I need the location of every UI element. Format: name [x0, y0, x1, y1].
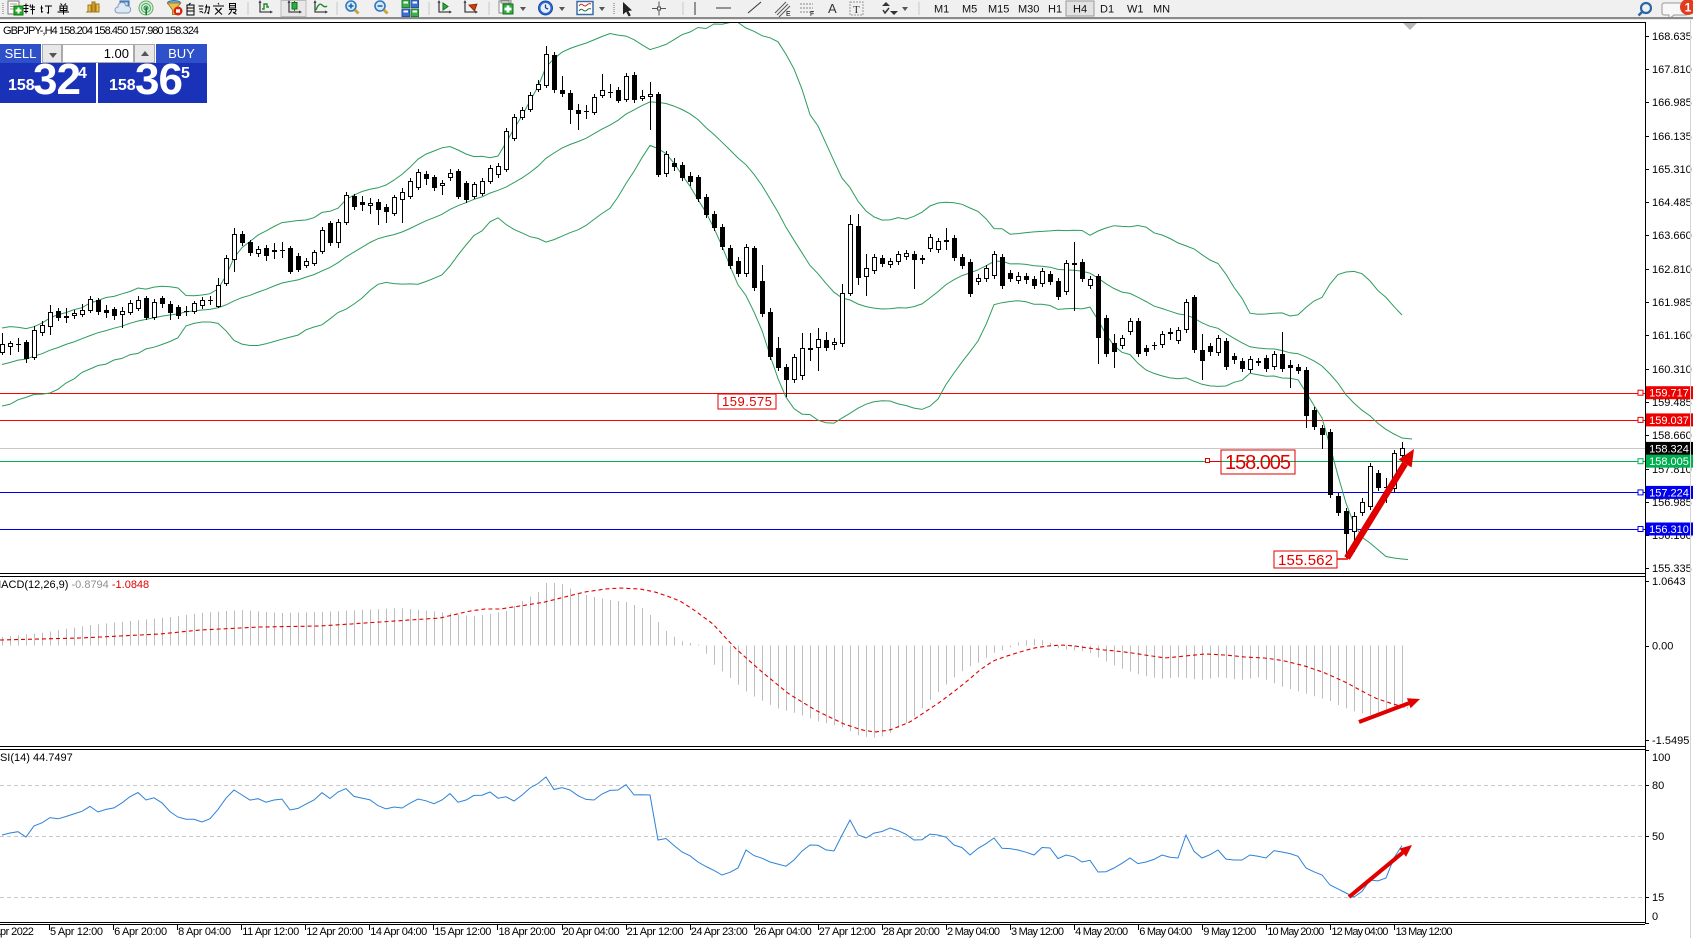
svg-text:MN: MN [1153, 4, 1170, 16]
svg-text:6 Apr 20:00: 6 Apr 20:00 [114, 926, 167, 938]
svg-text:28 Apr 20:00: 28 Apr 20:00 [883, 926, 940, 938]
svg-text:159.037: 159.037 [1649, 415, 1689, 427]
svg-text:163.660: 163.660 [1652, 230, 1692, 242]
svg-text:12 May 04:00: 12 May 04:00 [1331, 926, 1388, 938]
svg-text:166.985: 166.985 [1652, 97, 1692, 109]
svg-text:M5: M5 [962, 4, 977, 16]
svg-text:1.0643: 1.0643 [1652, 576, 1686, 588]
svg-text:4 May 20:00: 4 May 20:00 [1075, 926, 1128, 938]
svg-text:GBPJPY-,H4 158.204 158.450 15: GBPJPY-,H4 158.204 158.450 157.980 158.3… [3, 25, 199, 37]
svg-text:D1: D1 [1100, 4, 1114, 16]
svg-text:14 Apr 04:00: 14 Apr 04:00 [370, 926, 427, 938]
svg-text:167.810: 167.810 [1652, 64, 1692, 76]
svg-text:M30: M30 [1018, 4, 1039, 16]
svg-text:161.160: 161.160 [1652, 330, 1692, 342]
svg-text:158.324: 158.324 [1649, 443, 1689, 455]
svg-text:MACD(12,26,9) -0.8794 -1.0848: MACD(12,26,9) -0.8794 -1.0848 [0, 579, 149, 591]
svg-text:13 May 12:00: 13 May 12:00 [1396, 926, 1453, 938]
svg-text:162.810: 162.810 [1652, 264, 1692, 276]
svg-text:1 Apr 2022: 1 Apr 2022 [0, 926, 34, 938]
svg-text:50: 50 [1652, 831, 1664, 843]
svg-text:A: A [828, 1, 837, 16]
svg-text:168.635: 168.635 [1652, 31, 1692, 43]
svg-text:80: 80 [1652, 780, 1664, 792]
svg-text:159.575: 159.575 [722, 394, 772, 409]
svg-text:24 Apr 23:00: 24 Apr 23:00 [691, 926, 748, 938]
svg-text:F: F [810, 11, 814, 18]
svg-text:2 May 04:00: 2 May 04:00 [947, 926, 1000, 938]
svg-text:9 May 12:00: 9 May 12:00 [1203, 926, 1256, 938]
svg-text:158.005: 158.005 [1649, 456, 1689, 468]
svg-text:-1.5495: -1.5495 [1652, 735, 1689, 747]
svg-text:15 Apr 12:00: 15 Apr 12:00 [434, 926, 491, 938]
svg-text:12 Apr 20:00: 12 Apr 20:00 [306, 926, 363, 938]
svg-text:11 Apr 12:00: 11 Apr 12:00 [242, 926, 299, 938]
svg-text:E: E [786, 11, 791, 18]
svg-text:159.485: 159.485 [1652, 397, 1692, 409]
svg-text:160.310: 160.310 [1652, 364, 1692, 376]
svg-text:5 Apr 12:00: 5 Apr 12:00 [50, 926, 103, 938]
svg-text:165.310: 165.310 [1652, 164, 1692, 176]
svg-text:15: 15 [1652, 892, 1664, 904]
svg-text:164.485: 164.485 [1652, 197, 1692, 209]
svg-text:20 Apr 04:00: 20 Apr 04:00 [563, 926, 620, 938]
svg-text:M15: M15 [988, 4, 1009, 16]
svg-text:159.717: 159.717 [1649, 388, 1689, 400]
svg-text:0.00: 0.00 [1652, 641, 1673, 653]
svg-text:161.985: 161.985 [1652, 297, 1692, 309]
svg-text:0: 0 [1652, 911, 1658, 923]
svg-text:27 Apr 12:00: 27 Apr 12:00 [819, 926, 876, 938]
svg-text:6 May 04:00: 6 May 04:00 [1139, 926, 1192, 938]
svg-text:156.310: 156.310 [1649, 524, 1689, 536]
svg-text:8 Apr 04:00: 8 Apr 04:00 [178, 926, 231, 938]
svg-text:155.562: 155.562 [1278, 552, 1333, 569]
svg-text:155.335: 155.335 [1652, 563, 1692, 575]
svg-text:18 Apr 20:00: 18 Apr 20:00 [499, 926, 556, 938]
svg-text:100: 100 [1652, 752, 1670, 764]
svg-text:157.224: 157.224 [1649, 487, 1689, 499]
svg-text:W1: W1 [1127, 4, 1144, 16]
svg-text:H1: H1 [1048, 4, 1062, 16]
svg-text:26 Apr 04:00: 26 Apr 04:00 [755, 926, 812, 938]
svg-text:3 May 12:00: 3 May 12:00 [1011, 926, 1064, 938]
svg-text:158.005: 158.005 [1225, 452, 1291, 474]
svg-text:10 May 20:00: 10 May 20:00 [1267, 926, 1324, 938]
svg-text:M1: M1 [934, 4, 949, 16]
svg-text:H4: H4 [1073, 4, 1087, 16]
svg-text:166.135: 166.135 [1652, 131, 1692, 143]
svg-text:T: T [853, 4, 860, 16]
svg-text:156.985: 156.985 [1652, 497, 1692, 509]
svg-text:1: 1 [1685, 1, 1692, 15]
svg-text:21 Apr 12:00: 21 Apr 12:00 [627, 926, 684, 938]
svg-text:RSI(14) 44.7497: RSI(14) 44.7497 [0, 752, 73, 764]
svg-text:158.660: 158.660 [1652, 430, 1692, 442]
